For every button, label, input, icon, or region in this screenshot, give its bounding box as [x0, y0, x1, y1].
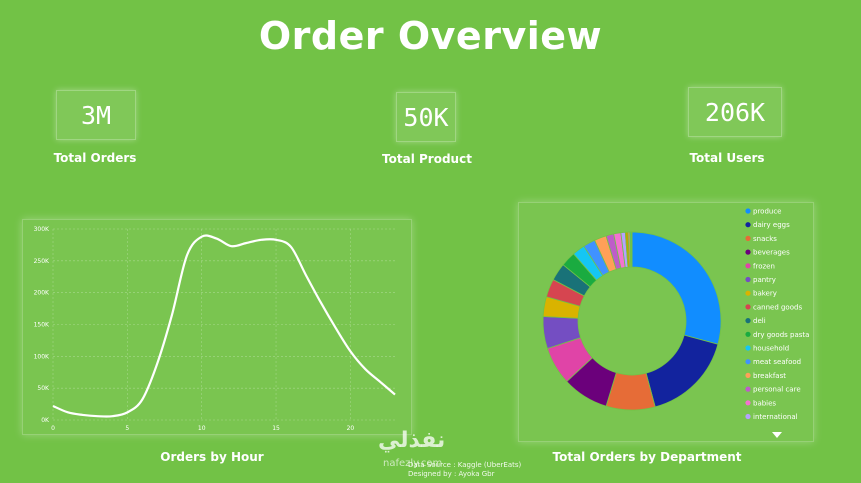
legend-entry: dairy eggs — [753, 221, 790, 229]
y-tick-label: 50K — [37, 385, 50, 392]
x-tick-label: 0 — [51, 425, 55, 432]
orders-by-department-panel: produce dairy eggs snacks beverages frozen pa… — [518, 202, 814, 442]
legend-entry: international — [753, 413, 798, 421]
legend-marker — [745, 208, 751, 214]
y-tick-label: 100K — [34, 353, 50, 360]
designer-line: Designed by : Ayoka Gbr — [408, 470, 495, 478]
legend-marker — [745, 263, 751, 269]
donut-slice-bulk[interactable] — [631, 231, 633, 268]
kpi-total-product-value: 50K — [396, 92, 456, 142]
legend-marker — [745, 318, 751, 324]
legend-entry: breakfast — [753, 372, 786, 380]
orders-series-line — [52, 234, 396, 418]
kpi-total-product-label: Total Product — [382, 152, 472, 166]
legend-marker — [745, 345, 751, 351]
orders-by-hour-chart: 0K 50K 100K 150K 200K 250K 300K 0 5 10 15 20 — [34, 226, 396, 432]
orders-by-department-chart: produce dairy eggs snacks beverages frozen pa… — [542, 208, 809, 421]
kpi-total-users-label: Total Users — [689, 151, 765, 165]
y-tick-label: 0K — [41, 417, 50, 424]
data-source-line: Data Source : Kaggle (UberEats) — [408, 461, 522, 469]
y-tick-label: 300K — [34, 226, 50, 233]
donut-slice-dairy-eggs[interactable] — [645, 334, 719, 408]
x-tick-label: 10 — [198, 425, 206, 432]
legend-entry: household — [753, 345, 789, 353]
watermark-url: nafezly.com — [383, 458, 443, 469]
legend-scroll-down-icon[interactable] — [772, 432, 782, 438]
orders-by-department-caption: Total Orders by Department — [552, 450, 742, 464]
orders-by-hour-caption: Orders by Hour — [160, 450, 264, 464]
orders-by-hour-panel: 0K 50K 100K 150K 200K 250K 300K 0 5 10 15 20 — [22, 219, 412, 435]
x-tick-label: 20 — [347, 425, 355, 432]
legend-entry: bakery — [753, 290, 777, 298]
legend-entry: frozen — [753, 262, 775, 270]
page-title: Order Overview — [258, 14, 603, 58]
legend-marker — [745, 413, 751, 420]
legend-marker — [745, 249, 751, 255]
legend-entry: dry goods pasta — [753, 331, 809, 339]
legend-marker — [745, 359, 751, 365]
legend-entry: babies — [753, 399, 776, 407]
legend-marker — [745, 304, 751, 310]
legend-entry: canned goods — [753, 303, 802, 311]
x-tick-label: 15 — [272, 425, 280, 432]
kpi-total-users-value: 206K — [688, 87, 782, 137]
legend-marker — [745, 222, 751, 228]
legend-entry: produce — [753, 208, 782, 216]
donut-slice-produce[interactable] — [631, 231, 722, 345]
legend-marker — [745, 400, 751, 406]
x-tick-label: 5 — [125, 425, 129, 432]
legend-marker — [745, 331, 751, 337]
legend-marker — [745, 235, 751, 241]
legend-entry: pantry — [753, 276, 776, 284]
legend-marker — [745, 372, 751, 378]
legend-marker — [745, 386, 751, 392]
legend-marker — [745, 276, 751, 283]
legend-entry: personal care — [753, 386, 801, 394]
legend-entry: beverages — [753, 249, 790, 257]
legend-entry: deli — [753, 317, 766, 325]
legend-entry: snacks — [753, 235, 777, 243]
legend-marker — [745, 290, 751, 296]
y-tick-label: 200K — [34, 290, 50, 297]
legend-entry: meat seafood — [753, 358, 801, 366]
y-tick-label: 150K — [34, 322, 50, 329]
data-source-note: Data Source : Kaggle (UberEats) Designed… — [408, 461, 521, 479]
y-tick-label: 250K — [34, 258, 50, 265]
kpi-total-orders-label: Total Orders — [53, 151, 137, 165]
kpi-total-orders-value: 3M — [56, 90, 136, 140]
watermark-logo: نفذلي — [378, 428, 446, 453]
